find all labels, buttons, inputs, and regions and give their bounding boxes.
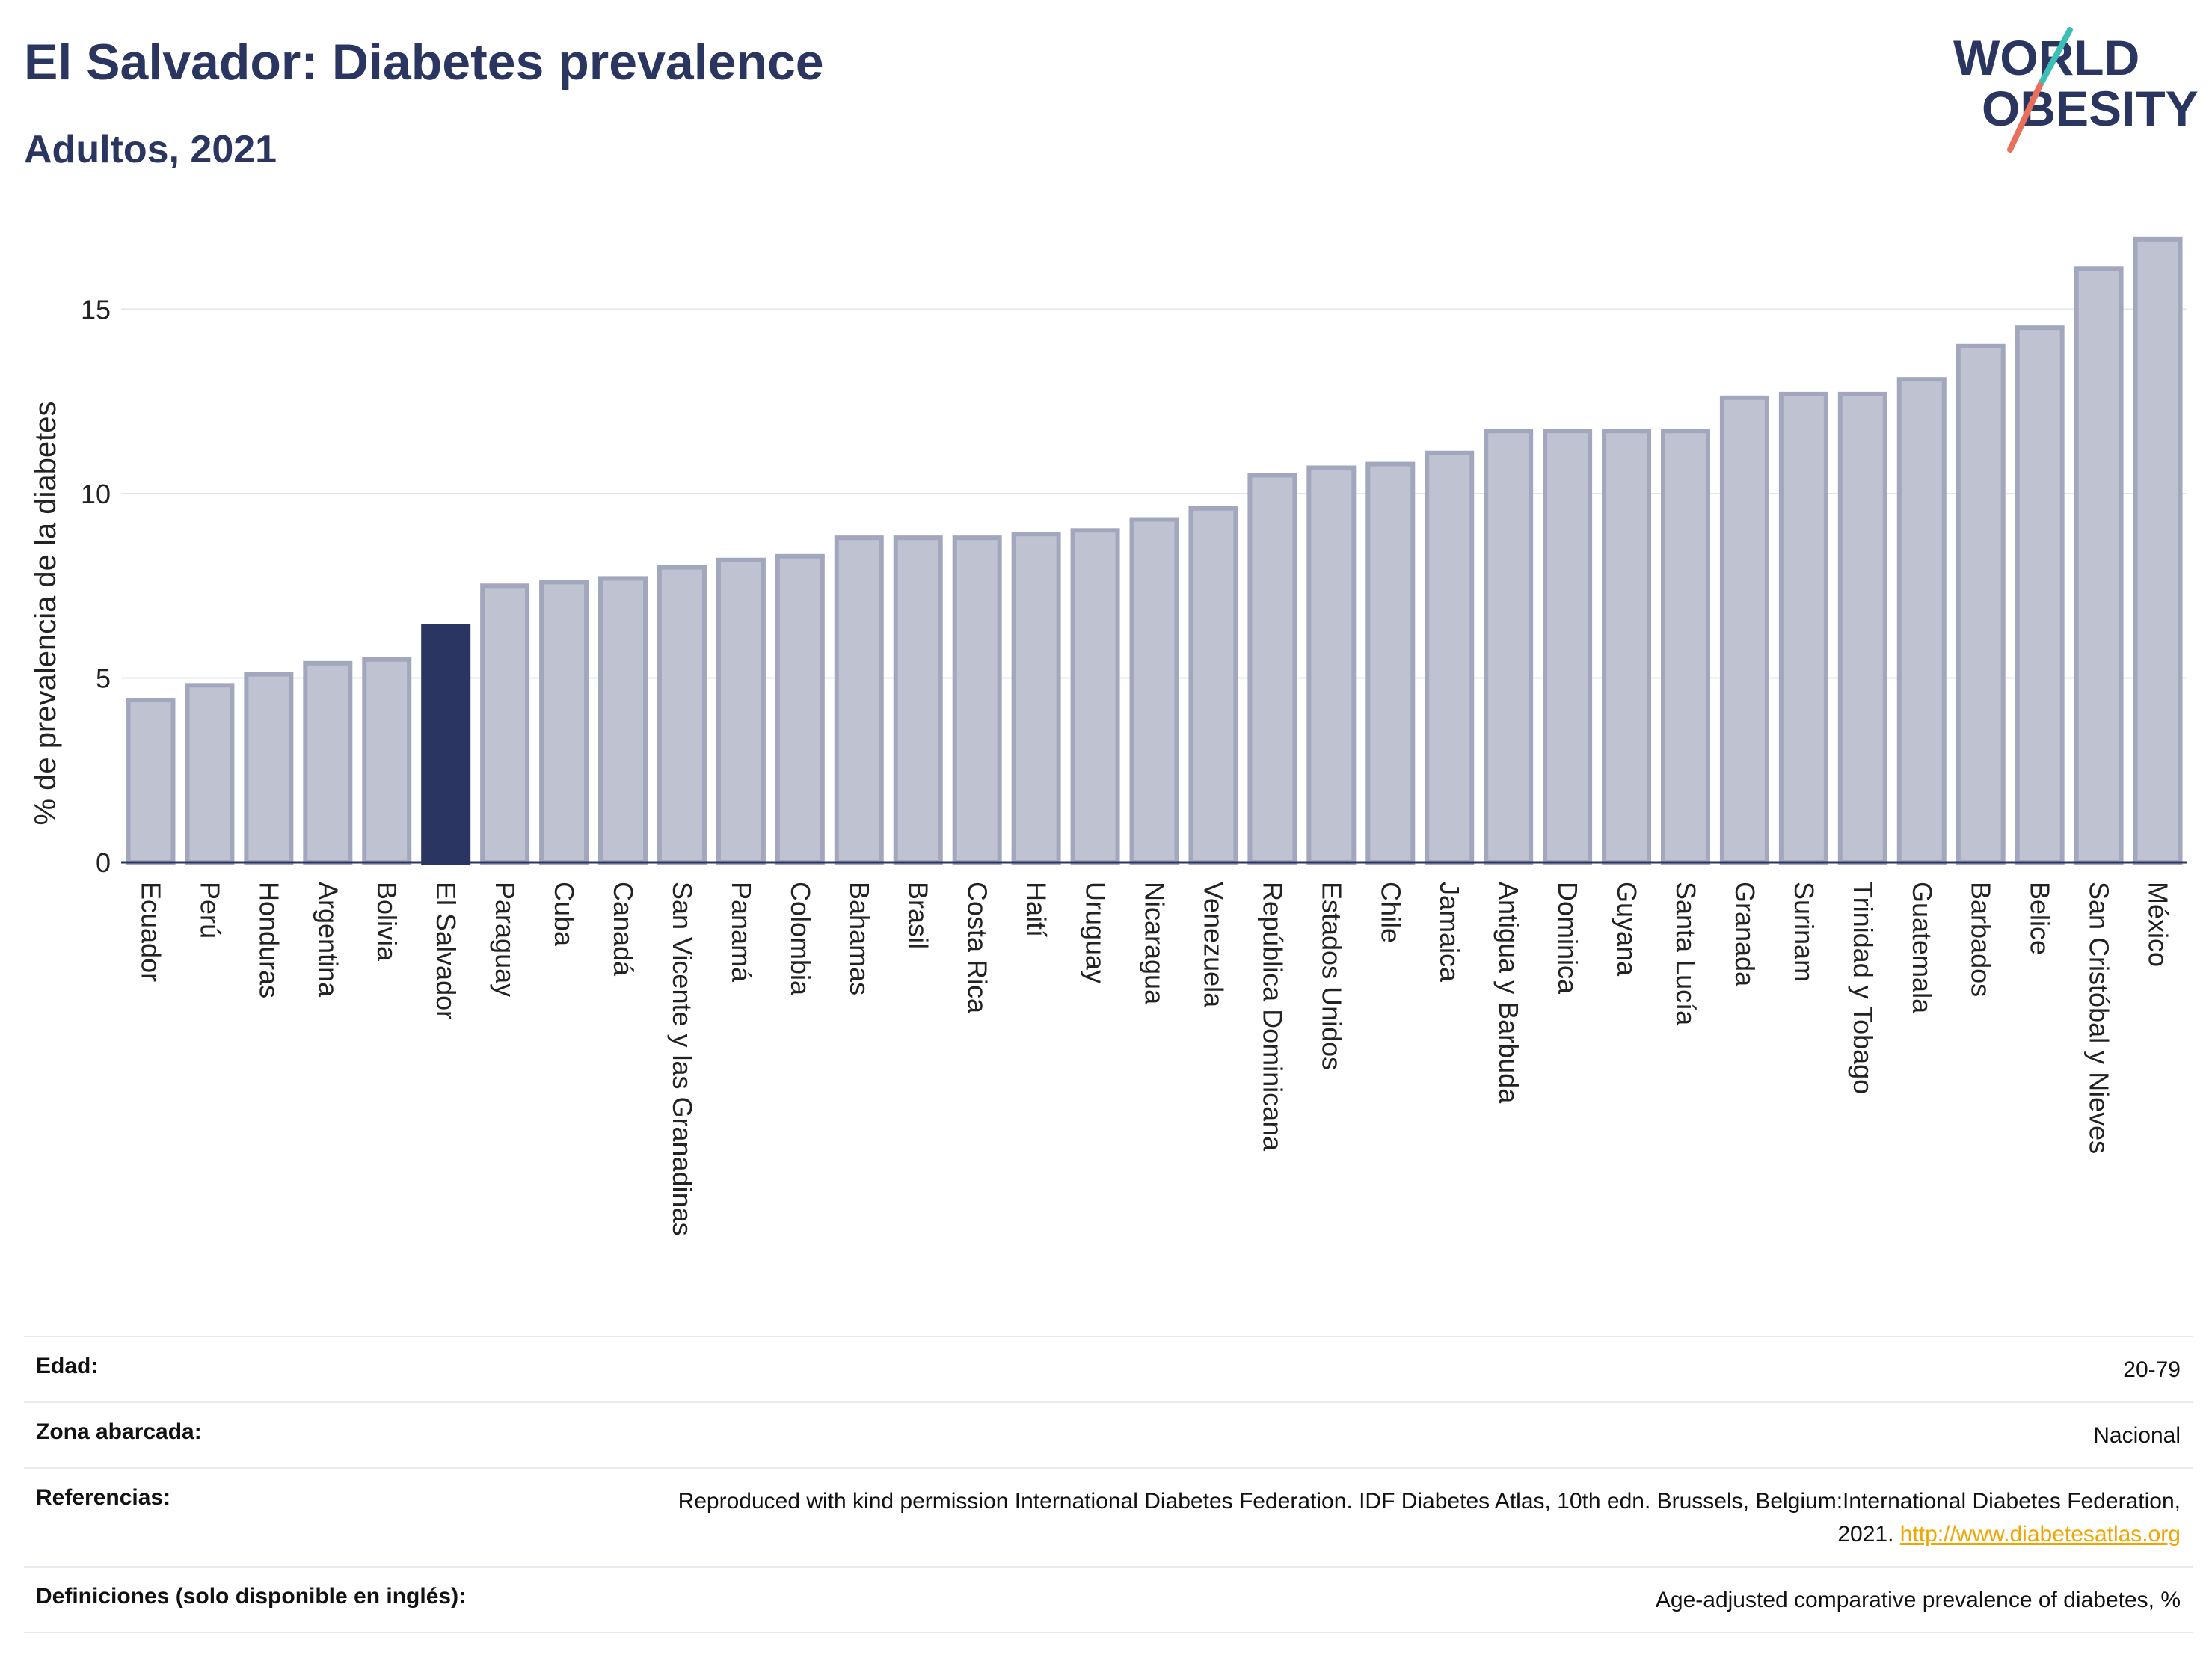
info-row-area: Zona abarcada: Nacional xyxy=(24,1401,2193,1467)
info-value-references: Reproduced with kind permission Internat… xyxy=(648,1485,2181,1551)
bar-barbados xyxy=(1956,343,2006,865)
x-tick-label: México xyxy=(2143,882,2174,967)
x-tick-label: San Cristóbal y Nieves xyxy=(2084,882,2115,1154)
x-tick-labels: Ecuador Perú Honduras Argentina Bolivia El Sa… xyxy=(135,882,2173,1236)
bar-guyana xyxy=(1602,429,1652,865)
bar-san-crist-bal-y-nieves xyxy=(2074,266,2124,865)
x-tick-label: Nicaragua xyxy=(1140,882,1170,1005)
x-tick-label: Estados Unidos xyxy=(1316,882,1347,1070)
bar-el-salvador xyxy=(421,624,471,865)
y-axis-title: % de prevalencia de la diabetes xyxy=(29,401,62,825)
y-tick-label: 15 xyxy=(81,295,111,325)
x-tick-label: Brasil xyxy=(903,882,934,949)
bar-costa-rica xyxy=(952,535,1002,865)
bar-m-xico xyxy=(2133,236,2183,865)
x-tick-label: Surinam xyxy=(1789,882,1819,982)
bar-paraguay xyxy=(480,583,530,865)
x-tick-label: Ecuador xyxy=(135,882,166,982)
y-ticks: 0 5 10 15 xyxy=(81,295,111,879)
info-label-definitions: Definiciones (solo disponible en inglés)… xyxy=(36,1584,467,1609)
x-tick-label: El Salvador xyxy=(431,882,461,1019)
x-tick-label: Chile xyxy=(1375,882,1406,943)
info-row-age: Edad: 20-79 xyxy=(24,1336,2193,1401)
info-label-references: Referencias: xyxy=(36,1485,171,1510)
bar-uruguay xyxy=(1070,528,1120,865)
bar-jamaica xyxy=(1425,450,1475,865)
x-tick-label: Trinidad y Tobago xyxy=(1848,882,1878,1094)
info-table: Edad: 20-79 Zona abarcada: Nacional Refe… xyxy=(24,1336,2193,1633)
bar-guatemala xyxy=(1896,377,1947,865)
references-text: Reproduced with kind permission Internat… xyxy=(678,1489,2181,1547)
bar-trinidad-y-tobago xyxy=(1837,391,1887,865)
chart-title: El Salvador: Diabetes prevalence xyxy=(24,34,824,90)
bar-ecuador xyxy=(126,698,176,865)
info-label-area: Zona abarcada: xyxy=(36,1419,202,1444)
bar-granada xyxy=(1719,395,1769,865)
bar-panam- xyxy=(716,557,766,865)
world-obesity-logo: WORLD OBESITY xyxy=(1953,27,2199,153)
bar-santa-luc-a xyxy=(1660,429,1710,865)
x-tick-label: Panamá xyxy=(726,882,757,983)
bar-per- xyxy=(185,683,235,865)
info-row-references: Referencias: Reproduced with kind permis… xyxy=(24,1467,2193,1566)
x-tick-label: Haití xyxy=(1021,882,1052,937)
x-tick-label: Bahamas xyxy=(844,882,875,995)
bar-chile xyxy=(1365,461,1416,865)
info-value-definitions: Age-adjusted comparative prevalence of d… xyxy=(1655,1588,2181,1612)
bar-bahamas xyxy=(834,535,884,865)
y-tick-label: 5 xyxy=(96,663,111,694)
x-tick-label: Costa Rica xyxy=(962,882,993,1014)
x-tick-label: Argentina xyxy=(313,882,343,998)
info-row-definitions: Definiciones (solo disponible en inglés)… xyxy=(24,1566,2193,1633)
bar-belice xyxy=(2015,325,2065,865)
info-label-age: Edad: xyxy=(36,1354,99,1378)
x-tick-label: Cuba xyxy=(549,882,580,947)
y-tick-label: 10 xyxy=(81,479,111,509)
x-tick-label: Bolivia xyxy=(372,882,402,962)
x-tick-label: Guatemala xyxy=(1907,882,1938,1014)
bar-bolivia xyxy=(362,657,412,865)
bar-chart: 0 5 10 15 Ecuador Perú Honduras Argentina Boliv… xyxy=(29,236,2187,1236)
x-tick-label: Barbados xyxy=(1966,882,1997,997)
bar-estados-unidos xyxy=(1306,465,1357,865)
logo-slash-teal xyxy=(2037,27,2073,88)
bar-dominica xyxy=(1543,429,1593,865)
x-tick-label: San Vicente y las Granadinas xyxy=(667,882,698,1236)
x-tick-label: Guyana xyxy=(1612,882,1642,977)
bar-nicaragua xyxy=(1129,517,1179,865)
bar-venezuela xyxy=(1188,506,1238,865)
bar-brasil xyxy=(893,535,943,865)
bar-surinam xyxy=(1778,391,1828,865)
bar-colombia xyxy=(775,553,825,865)
x-tick-label: Venezuela xyxy=(1198,882,1229,1008)
x-tick-label: Paraguay xyxy=(490,882,520,997)
x-tick-label: Canadá xyxy=(608,882,639,977)
x-tick-label: Granada xyxy=(1730,882,1760,987)
diabetes-atlas-link[interactable]: http://www.diabetesatlas.org xyxy=(1899,1522,2181,1547)
x-tick-label: Jamaica xyxy=(1434,882,1465,983)
x-tick-label: República Dominicana xyxy=(1257,882,1288,1152)
bar-hait- xyxy=(1011,532,1061,865)
y-tick-label: 0 xyxy=(96,847,111,878)
x-tick-label: Santa Lucía xyxy=(1671,882,1701,1026)
x-tick-label: Belice xyxy=(2025,882,2056,955)
bar-honduras xyxy=(244,672,294,865)
bars xyxy=(121,236,2187,865)
bar-antigua-y-barbuda xyxy=(1484,429,1534,865)
bar-san-vicente-y-las-granadinas xyxy=(657,565,707,865)
logo-slash-coral xyxy=(2007,82,2043,153)
bar-rep-blica-dominicana xyxy=(1247,473,1297,865)
x-tick-label: Perú xyxy=(194,882,225,939)
x-tick-label: Colombia xyxy=(785,882,816,996)
x-tick-label: Honduras xyxy=(254,882,284,998)
info-value-area: Nacional xyxy=(2093,1423,2181,1448)
info-value-age: 20-79 xyxy=(2123,1357,2181,1382)
bar-argentina xyxy=(303,660,353,865)
bar-canad- xyxy=(598,576,648,865)
chart-subtitle: Adultos, 2021 xyxy=(24,128,277,171)
x-tick-label: Antigua y Barbuda xyxy=(1493,882,1524,1104)
x-tick-label: Uruguay xyxy=(1081,882,1111,983)
bar-cuba xyxy=(539,580,589,865)
x-tick-label: Dominica xyxy=(1552,882,1583,995)
